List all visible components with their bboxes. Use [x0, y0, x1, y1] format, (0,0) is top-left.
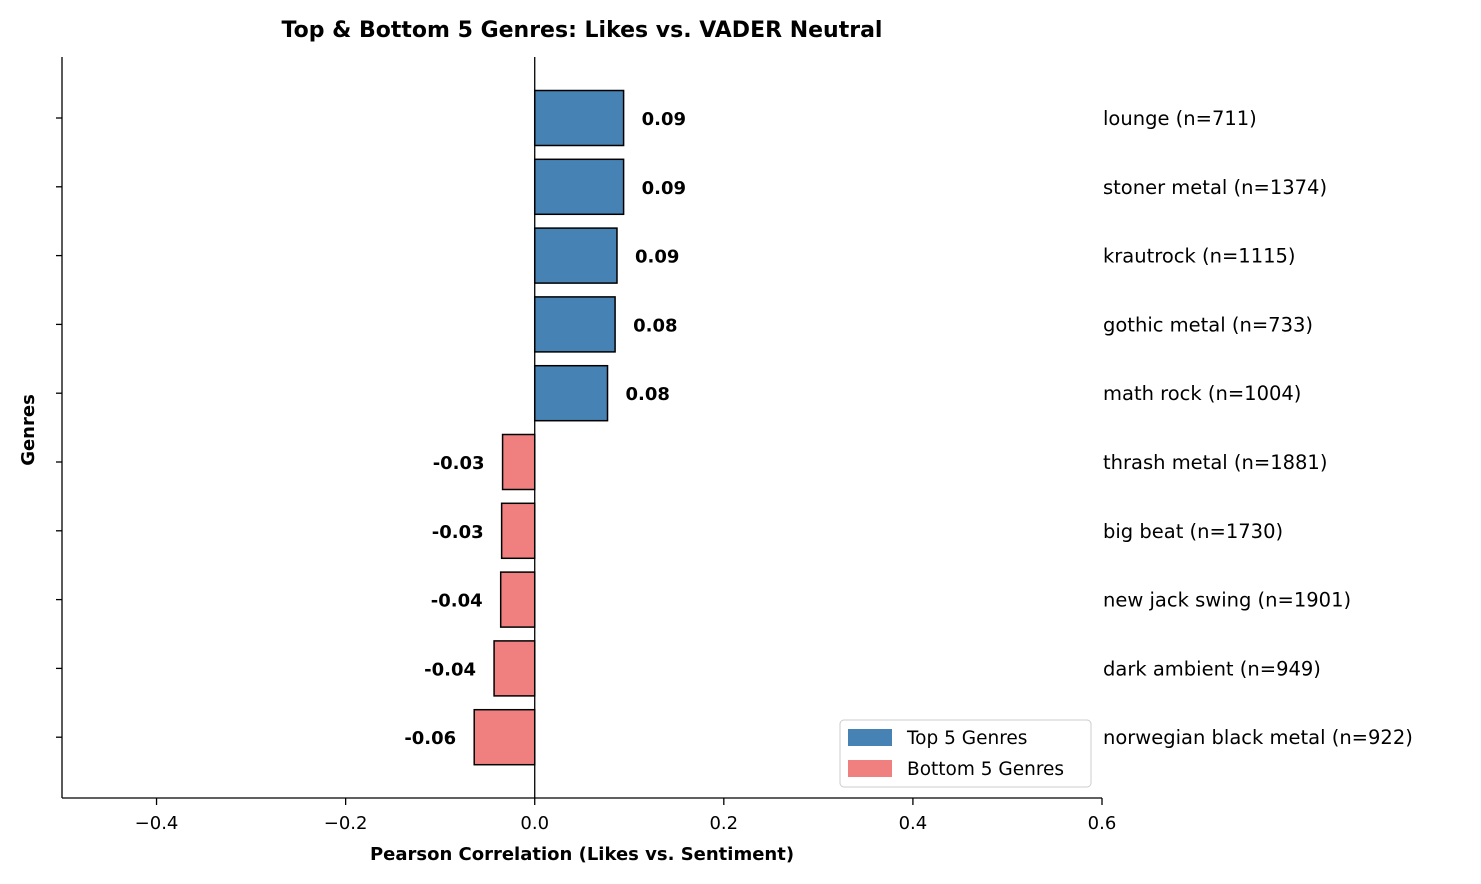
genre-label: norwegian black metal (n=922): [1103, 726, 1413, 749]
x-tick-label: −0.2: [324, 813, 368, 834]
x-tick-label: 0.6: [1088, 813, 1117, 834]
bars-layer: [473, 89, 625, 766]
bar-value-label: -0.03: [432, 522, 484, 543]
genre-label: new jack swing (n=1901): [1103, 589, 1351, 612]
legend-swatch-top: [848, 729, 892, 746]
x-tick-label: 0.4: [899, 813, 928, 834]
bar-top: [533, 227, 618, 284]
legend: Top 5 Genres Bottom 5 Genres: [839, 719, 1092, 788]
bar-top: [533, 296, 616, 353]
genre-label: thrash metal (n=1881): [1103, 451, 1327, 474]
x-tick-label: 0.0: [520, 813, 549, 834]
bar-bottom: [473, 708, 536, 766]
legend-label: Bottom 5 Genres: [907, 759, 1064, 780]
bar-value-label: 0.08: [633, 315, 677, 336]
bar-value-label: -0.04: [424, 659, 476, 680]
bar-top: [533, 158, 625, 216]
genre-label: big beat (n=1730): [1103, 520, 1283, 543]
bar-value-label: -0.06: [404, 728, 456, 749]
bar-value-label: 0.09: [642, 178, 686, 199]
legend-swatch-bottom: [848, 760, 892, 777]
bar-top: [533, 89, 625, 147]
bar-value-label: 0.09: [635, 247, 679, 268]
bar-bottom: [501, 433, 536, 491]
labels-layer: 0.09 lounge (n=711) 0.09 stoner metal (n=13…: [404, 107, 1413, 749]
chart-title: Top & Bottom 5 Genres: Likes vs. VADER N…: [282, 18, 883, 43]
genre-label: krautrock (n=1115): [1103, 245, 1296, 268]
genre-label: math rock (n=1004): [1103, 382, 1301, 405]
bar-bottom: [500, 502, 536, 560]
legend-label: Top 5 Genres: [906, 728, 1027, 749]
bar-value-label: -0.03: [433, 453, 485, 474]
genre-label: dark ambient (n=949): [1103, 657, 1321, 680]
genre-label: lounge (n=711): [1103, 107, 1257, 130]
x-tick-label: −0.4: [135, 813, 179, 834]
x-axis-label: Pearson Correlation (Likes vs. Sentiment…: [370, 844, 794, 865]
x-tick-label: 0.2: [709, 813, 738, 834]
bar-bottom: [493, 640, 536, 697]
y-axis-label: Genres: [18, 394, 39, 466]
genre-label: gothic metal (n=733): [1103, 313, 1313, 336]
axes-layer: −0.4 −0.2 0.0 0.2 0.4 0.6: [56, 57, 1116, 834]
genre-label: stoner metal (n=1374): [1103, 176, 1327, 199]
bar-top: [533, 364, 609, 422]
bar-bottom: [499, 571, 536, 628]
bar-value-label: 0.09: [642, 109, 686, 130]
bar-value-label: -0.04: [431, 591, 483, 612]
legend-box: [839, 719, 1092, 788]
bar-value-label: 0.08: [626, 384, 670, 405]
